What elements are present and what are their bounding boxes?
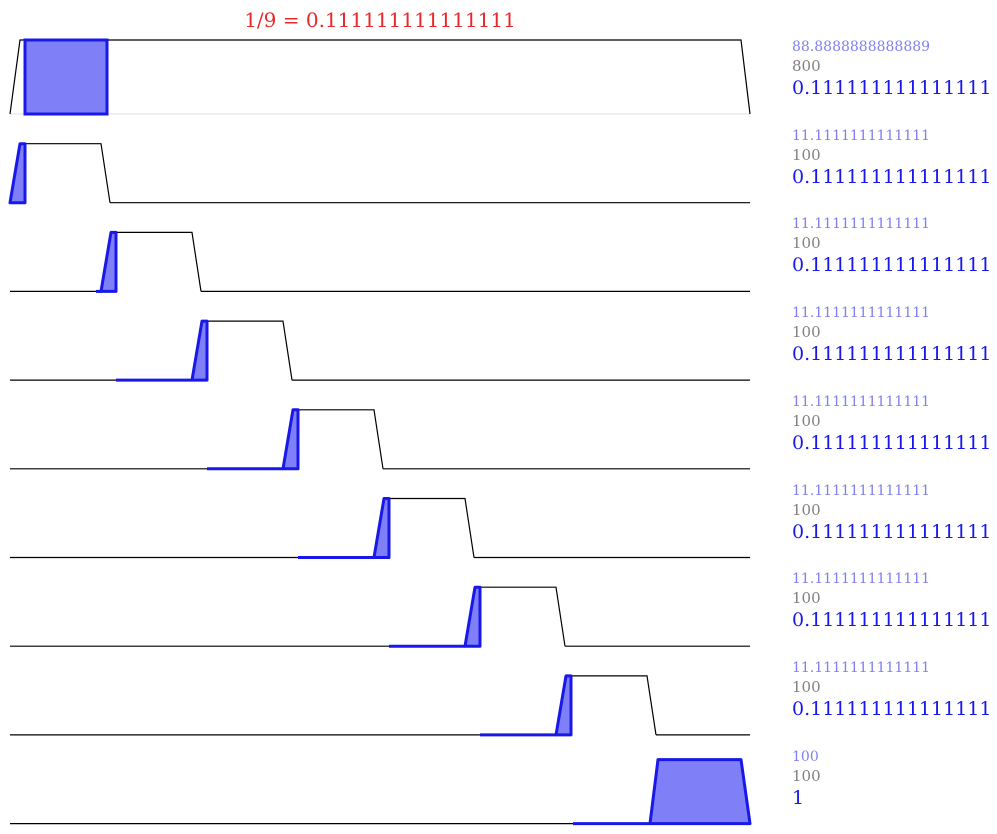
- diagram-row: [10, 585, 750, 648]
- row-fraction: 0.111111111111111: [792, 609, 992, 632]
- page-title: 1/9 = 0.111111111111111: [244, 8, 516, 32]
- filled-segment: [190, 319, 209, 382]
- row-values: 11.1111111111111 100 0.111111111111111: [792, 304, 992, 366]
- diagram-row: [10, 758, 752, 826]
- row-area: 100: [792, 748, 819, 765]
- row-total: 100: [792, 500, 821, 519]
- filled-segment: [372, 497, 391, 559]
- filled-segment: [23, 38, 109, 116]
- diagram-row: [10, 230, 750, 293]
- row-fraction: 0.111111111111111: [792, 343, 992, 366]
- row-fraction: 0.111111111111111: [792, 697, 992, 720]
- row-total: 100: [792, 766, 821, 785]
- row-total: 100: [792, 145, 821, 164]
- row-total: 100: [792, 589, 821, 608]
- row-values: 11.1111111111111 100 0.111111111111111: [792, 215, 992, 277]
- filled-segment: [554, 674, 573, 737]
- diagram-row: [10, 319, 750, 382]
- row-fraction: 0.111111111111111: [792, 520, 992, 543]
- row-values: 11.1111111111111 100 0.111111111111111: [792, 393, 992, 455]
- row-total: 100: [792, 234, 821, 253]
- row-fraction: 1: [792, 786, 805, 809]
- row-values: 88.8888888888889 800 0.111111111111111: [792, 38, 992, 100]
- filled-segment: [463, 585, 482, 648]
- row-area: 11.1111111111111: [792, 393, 931, 410]
- filled-segment: [648, 758, 752, 826]
- row-fraction: 0.111111111111111: [792, 165, 992, 188]
- row-values: 11.1111111111111 100 0.111111111111111: [792, 482, 992, 544]
- row-values: 11.1111111111111 100 0.111111111111111: [792, 570, 992, 632]
- row-area: 88.8888888888889: [792, 39, 931, 55]
- diagram-row: [9, 38, 751, 116]
- row-area: 11.1111111111111: [792, 216, 931, 233]
- row-total: 100: [792, 411, 821, 430]
- row-total: 100: [792, 677, 821, 696]
- row-values: 11.1111111111111 100 0.111111111111111: [792, 127, 992, 189]
- filled-segment: [99, 230, 118, 293]
- row-area: 11.1111111111111: [792, 305, 931, 322]
- diagram-row: [10, 674, 750, 737]
- filled-segment: [8, 142, 27, 205]
- diagram-row: [10, 497, 750, 559]
- filled-segment: [281, 408, 300, 471]
- row-values: 100 100 1: [792, 748, 992, 810]
- row-area: 11.1111111111111: [792, 482, 931, 499]
- row-total: 800: [792, 57, 821, 75]
- row-fraction: 0.111111111111111: [792, 77, 992, 99]
- row-area: 11.1111111111111: [792, 571, 931, 588]
- row-fraction: 0.111111111111111: [792, 431, 992, 454]
- diagram-row: [10, 408, 750, 471]
- row-area: 11.1111111111111: [792, 659, 931, 676]
- outline-trapezoid: [9, 39, 751, 115]
- row-values: 11.1111111111111 100 0.111111111111111: [792, 659, 992, 721]
- row-area: 11.1111111111111: [792, 127, 931, 144]
- row-fraction: 0.111111111111111: [792, 254, 992, 277]
- row-total: 100: [792, 323, 821, 342]
- diagram-row: [8, 142, 750, 205]
